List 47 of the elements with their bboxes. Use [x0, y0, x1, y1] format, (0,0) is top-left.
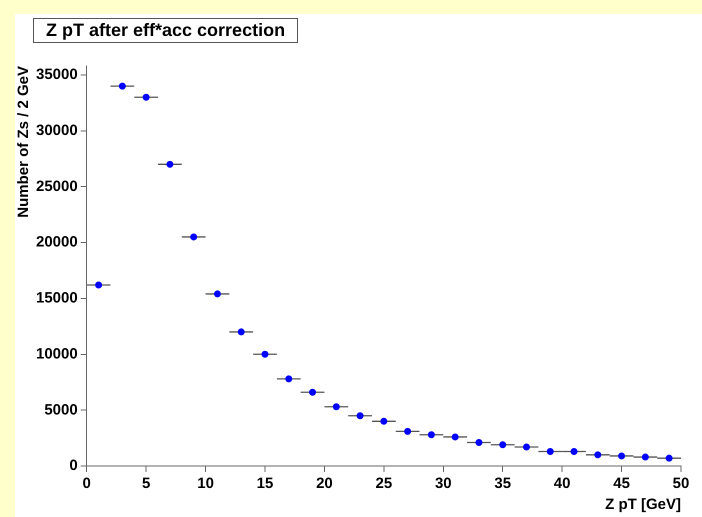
point: [380, 418, 388, 425]
point: [570, 448, 578, 455]
x-tick-label: 40: [554, 475, 570, 492]
y-axis-title: Number of Zs / 2 GeV: [15, 66, 32, 218]
point: [332, 403, 340, 410]
x-tick-label: 25: [376, 475, 392, 492]
point: [452, 433, 459, 440]
y-tick-label: 0: [69, 457, 78, 474]
point: [166, 160, 174, 168]
point: [428, 431, 435, 438]
point: [214, 290, 221, 298]
y-tick-label: 30000: [36, 122, 78, 139]
x-tick-label: 50: [672, 475, 690, 492]
y-tick-label: 15000: [36, 290, 78, 307]
point: [309, 388, 316, 396]
point: [118, 82, 126, 90]
point: [404, 428, 412, 435]
x-tick-label: 10: [197, 475, 214, 492]
point: [190, 233, 198, 240]
point: [285, 375, 292, 382]
x-tick-label: 35: [494, 475, 512, 492]
point: [642, 454, 649, 461]
point: [522, 444, 530, 451]
point: [546, 448, 554, 455]
point: [618, 452, 626, 460]
point: [95, 281, 102, 288]
y-tick-label: 5000: [44, 401, 78, 418]
y-tick-label: 20000: [36, 234, 78, 251]
x-tick-label: 20: [316, 475, 333, 492]
y-tick-label: 10000: [36, 345, 78, 362]
point: [666, 454, 673, 462]
x-tick-label: 45: [613, 475, 630, 492]
point: [356, 412, 364, 420]
point: [475, 439, 482, 446]
y-tick-label: 35000: [36, 66, 78, 84]
point: [142, 94, 150, 101]
y-tick-label: 25000: [36, 178, 78, 195]
x-axis-title: Z pT [GeV]: [605, 496, 682, 514]
point: [262, 350, 268, 358]
x-tick-label: 5: [142, 475, 150, 492]
x-tick-label: 15: [256, 475, 274, 492]
chart-title: Z pT after eff*acc correction: [33, 18, 298, 43]
x-tick-label: 30: [434, 475, 452, 492]
point: [594, 451, 602, 458]
x-tick-label: 0: [82, 475, 91, 492]
point: [238, 328, 245, 336]
point: [499, 441, 506, 448]
